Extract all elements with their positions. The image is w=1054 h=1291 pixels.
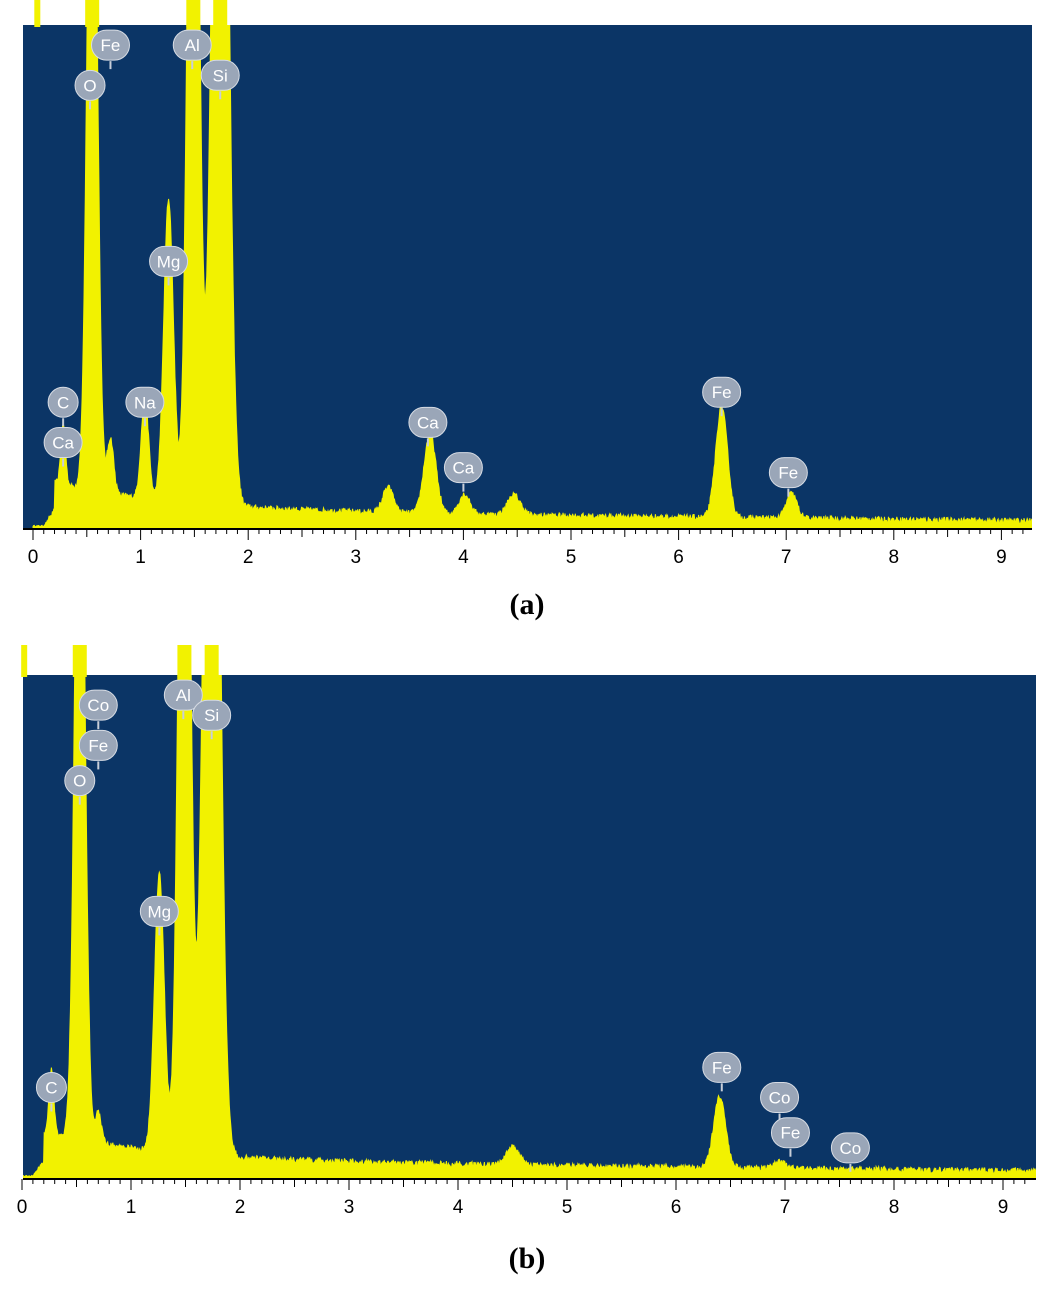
x-tick-label: 7 xyxy=(781,547,792,568)
peak-label-text: Si xyxy=(213,66,228,85)
peak-label: Na xyxy=(125,386,165,427)
peak-overflow xyxy=(213,0,228,27)
peak-label: Ca xyxy=(43,426,83,467)
peak-overflow xyxy=(34,0,41,27)
peak-label-text: O xyxy=(83,76,96,95)
peak-label: Fe xyxy=(702,1051,742,1092)
peak-label: Fe xyxy=(702,376,742,417)
x-tick-label: 8 xyxy=(889,1197,900,1218)
peak-label: Al xyxy=(172,29,212,70)
peak-label: Al xyxy=(163,679,203,720)
peak-label-text: O xyxy=(73,772,86,791)
x-tick-label: 6 xyxy=(673,547,684,568)
peak-label: Mg xyxy=(139,895,179,936)
peak-overflow xyxy=(204,645,219,677)
peak-label: Fe xyxy=(768,457,808,497)
peak-label: C xyxy=(47,386,79,427)
peak-label: Si xyxy=(200,59,240,100)
x-tick-label: 6 xyxy=(671,1197,682,1218)
x-tick-label: 3 xyxy=(351,547,362,568)
x-tick-label: 9 xyxy=(998,1197,1009,1218)
x-tick-label: 3 xyxy=(344,1197,355,1218)
peak-label: O xyxy=(64,765,96,805)
peak-label-text: Fe xyxy=(781,1124,801,1143)
peak-label-text: Co xyxy=(769,1089,791,1108)
spectrum-panel-a: 0 1 2 3 4 5 6 7 8 9 Fe O Al Si Mg C Ca Na Ca Ca Fe Fe (a) xyxy=(0,0,1054,645)
peak-label-text: Al xyxy=(176,686,191,705)
peak-label-text: Ca xyxy=(453,459,475,478)
x-axis: 0 1 2 3 4 5 6 7 8 9 xyxy=(17,1178,1036,1218)
peak-overflow xyxy=(72,645,87,677)
peak-label-text: Fe xyxy=(712,1058,732,1077)
peak-label-text: Fe xyxy=(101,36,121,55)
spectrum-area xyxy=(23,675,1036,1178)
peak-overflow xyxy=(21,645,28,677)
x-tick-label: 2 xyxy=(243,547,254,568)
x-tick-label: 2 xyxy=(235,1197,246,1218)
peak-label: Co xyxy=(760,1082,800,1122)
peak-label-text: Co xyxy=(840,1139,862,1158)
peak-label-text: C xyxy=(57,393,69,412)
peak-label: Ca xyxy=(443,452,483,492)
peak-label: C xyxy=(35,1071,67,1112)
x-tick-label: 9 xyxy=(996,547,1007,568)
peak-label: O xyxy=(74,69,106,110)
x-tick-label: 7 xyxy=(780,1197,791,1218)
x-tick-label: 5 xyxy=(562,1197,573,1218)
x-tick-label: 1 xyxy=(135,547,146,568)
peak-label-text: Ca xyxy=(52,433,74,452)
peak-label-text: Mg xyxy=(157,252,181,271)
peak-label-text: Na xyxy=(134,393,156,412)
peak-label-text: Mg xyxy=(148,902,172,921)
peak-label-text: C xyxy=(45,1078,57,1097)
x-tick-label: 0 xyxy=(17,1197,28,1218)
panel-caption-b: (b) xyxy=(508,1242,546,1275)
peak-label: Co xyxy=(830,1132,870,1172)
spectrum-chart-a: 0 1 2 3 4 5 6 7 8 9 Fe O Al Si Mg C Ca Na Ca Ca Fe Fe xyxy=(23,0,1032,568)
peak-label-text: Fe xyxy=(778,464,798,483)
x-tick-label: 1 xyxy=(126,1197,137,1218)
peak-overflow xyxy=(85,0,100,27)
peak-label: Fe xyxy=(78,729,118,770)
x-tick-label: 4 xyxy=(453,1197,464,1218)
peak-overflow xyxy=(177,645,192,677)
peak-label: Ca xyxy=(408,406,448,447)
spectrum-area xyxy=(32,25,1032,528)
peak-label-text: Fe xyxy=(712,383,732,402)
x-tick-label: 8 xyxy=(889,547,900,568)
peak-label-text: Co xyxy=(87,696,109,715)
x-tick-label: 4 xyxy=(458,547,469,568)
peak-label: Fe xyxy=(770,1117,810,1157)
x-tick-label: 0 xyxy=(28,547,39,568)
peak-label-text: Si xyxy=(204,706,219,725)
peak-label: Fe xyxy=(90,29,130,70)
x-tick-label: 5 xyxy=(566,547,577,568)
peak-label: Mg xyxy=(149,245,189,286)
peak-label: Si xyxy=(192,699,232,740)
x-axis: 0 1 2 3 4 5 6 7 8 9 xyxy=(23,528,1032,568)
peak-label-text: Fe xyxy=(88,736,108,755)
panel-caption-a: (a) xyxy=(509,588,545,621)
peak-label: Co xyxy=(78,689,118,730)
peak-overflow xyxy=(186,0,201,27)
spectrum-panel-b: 0 1 2 3 4 5 6 7 8 9 Co Fe O Al Si Mg C Fe Co Fe Co (b) xyxy=(0,645,1054,1291)
peak-label-text: Al xyxy=(185,36,200,55)
peak-label-text: Ca xyxy=(417,413,439,432)
